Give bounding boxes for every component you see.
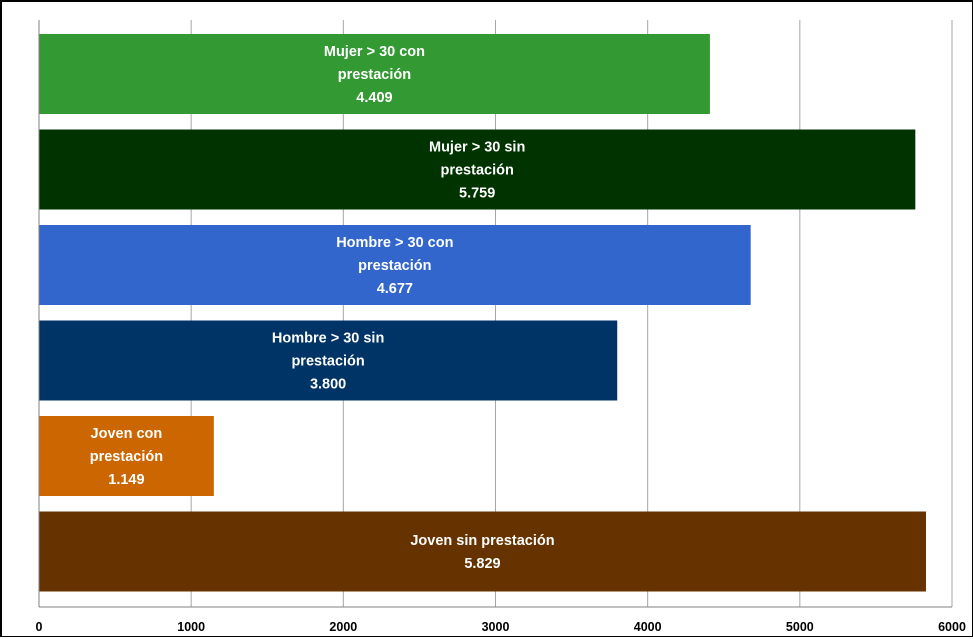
bar-1-label-line-2: 5.759 <box>459 186 495 202</box>
x-tick-label-4000: 4000 <box>634 620 662 634</box>
bars <box>39 34 926 592</box>
bar-2-label-line-2: 4.677 <box>377 281 413 297</box>
bar-5 <box>39 511 926 592</box>
bar-1-label-line-1: prestación <box>440 163 513 179</box>
bar-1-label-line-0: Mujer > 30 sin <box>429 140 525 156</box>
bar-4-label-line-1: prestación <box>90 449 163 465</box>
gridlines <box>38 20 953 607</box>
bar-5-label-line-1: 5.829 <box>464 556 500 572</box>
bar-3-label-line-2: 3.800 <box>310 377 346 393</box>
bar-2 <box>39 225 751 305</box>
x-tick-label-2000: 2000 <box>329 620 357 634</box>
bar-0-label-line-1: prestación <box>338 67 411 83</box>
x-axis: 0 1000 2000 3000 4000 5000 6000 <box>36 20 966 634</box>
bar-3 <box>39 320 618 401</box>
x-tick-label-1000: 1000 <box>177 620 205 634</box>
bar-0 <box>39 34 710 114</box>
x-tick-label-3000: 3000 <box>482 620 510 634</box>
bar-3-label-line-1: prestación <box>291 354 364 370</box>
x-tick-label-5000: 5000 <box>786 620 814 634</box>
bar-4-label-line-2: 1.149 <box>108 472 144 488</box>
bar-1 <box>39 129 916 210</box>
x-tick-label-6000: 6000 <box>938 620 966 634</box>
bar-4 <box>39 416 214 496</box>
bar-0-label-line-2: 4.409 <box>356 90 392 106</box>
bar-2-label-line-1: prestación <box>358 258 431 274</box>
bar-2-label-line-0: Hombre > 30 con <box>336 235 453 251</box>
bar-3-label-line-0: Hombre > 30 sin <box>272 331 384 347</box>
bar-5-label-line-0: Joven sin prestación <box>410 533 554 549</box>
bar-labels: Mujer > 30 con prestación 4.409 Mujer > 30 … <box>90 44 555 572</box>
bar-0-label-line-0: Mujer > 30 con <box>324 44 425 60</box>
bar-4-label-line-0: Joven con <box>91 426 163 442</box>
x-tick-label-0: 0 <box>36 620 43 634</box>
